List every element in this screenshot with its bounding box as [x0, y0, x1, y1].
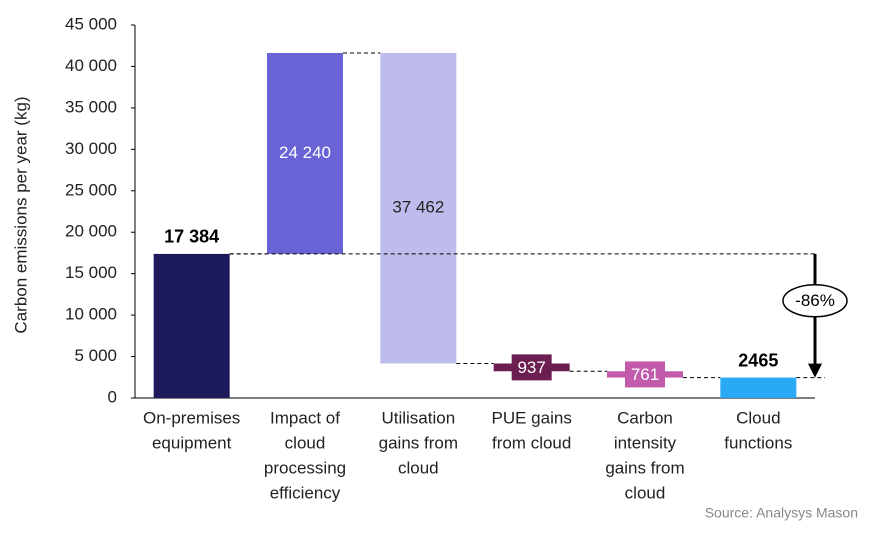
bar [380, 52, 457, 364]
x-tick-label: Carbon [617, 408, 673, 427]
value-label: 17 384 [164, 227, 219, 247]
x-tick-label: gains from [605, 458, 684, 477]
value-label: 2465 [738, 350, 778, 370]
value-label-box [511, 354, 552, 381]
y-tick-label: 0 [108, 387, 117, 406]
x-tick-label: cloud [285, 433, 326, 452]
value-label: 761 [631, 365, 659, 384]
arrow-head [808, 363, 822, 378]
x-tick-label: Cloud [736, 408, 780, 427]
y-tick-label: 40 000 [65, 56, 117, 75]
x-tick-label: gains from [379, 433, 458, 452]
y-tick-label: 30 000 [65, 139, 117, 158]
bar [267, 52, 343, 254]
y-tick-label: 5 000 [74, 346, 117, 365]
value-label: 37 462 [392, 198, 444, 217]
x-tick-label: PUE gains [492, 408, 572, 427]
y-tick-label: 10 000 [65, 305, 117, 324]
annotation: -86% [795, 291, 835, 310]
x-tick-label: cloud [398, 458, 439, 477]
x-tick-label: On-premises [143, 408, 240, 427]
x-tick-label: intensity [614, 433, 677, 452]
y-tick-label: 45 000 [65, 14, 117, 33]
bar [720, 377, 797, 398]
x-tick-label: equipment [152, 433, 232, 452]
x-tick-label: Impact of [270, 408, 340, 427]
x-tick-label: Utilisation [381, 408, 455, 427]
x-tick-label: processing [264, 458, 346, 477]
y-axis-label: Carbon emissions per year (kg) [11, 96, 30, 333]
x-tick-label: cloud [625, 483, 666, 502]
value-label-box [625, 361, 665, 388]
y-tick-label: 20 000 [65, 222, 117, 241]
x-tick-label: from cloud [492, 433, 571, 452]
value-label: 24 240 [279, 143, 331, 162]
y-tick-label: 35 000 [65, 97, 117, 116]
annotation-bubble [782, 283, 848, 318]
x-tick-label: efficiency [270, 483, 341, 502]
x-tick-label: functions [724, 433, 792, 452]
y-tick-label: 15 000 [65, 263, 117, 282]
y-tick-label: 25 000 [65, 180, 117, 199]
value-label: 937 [517, 358, 545, 377]
source: Source: Analysys Mason [705, 505, 858, 521]
bar [153, 253, 230, 398]
